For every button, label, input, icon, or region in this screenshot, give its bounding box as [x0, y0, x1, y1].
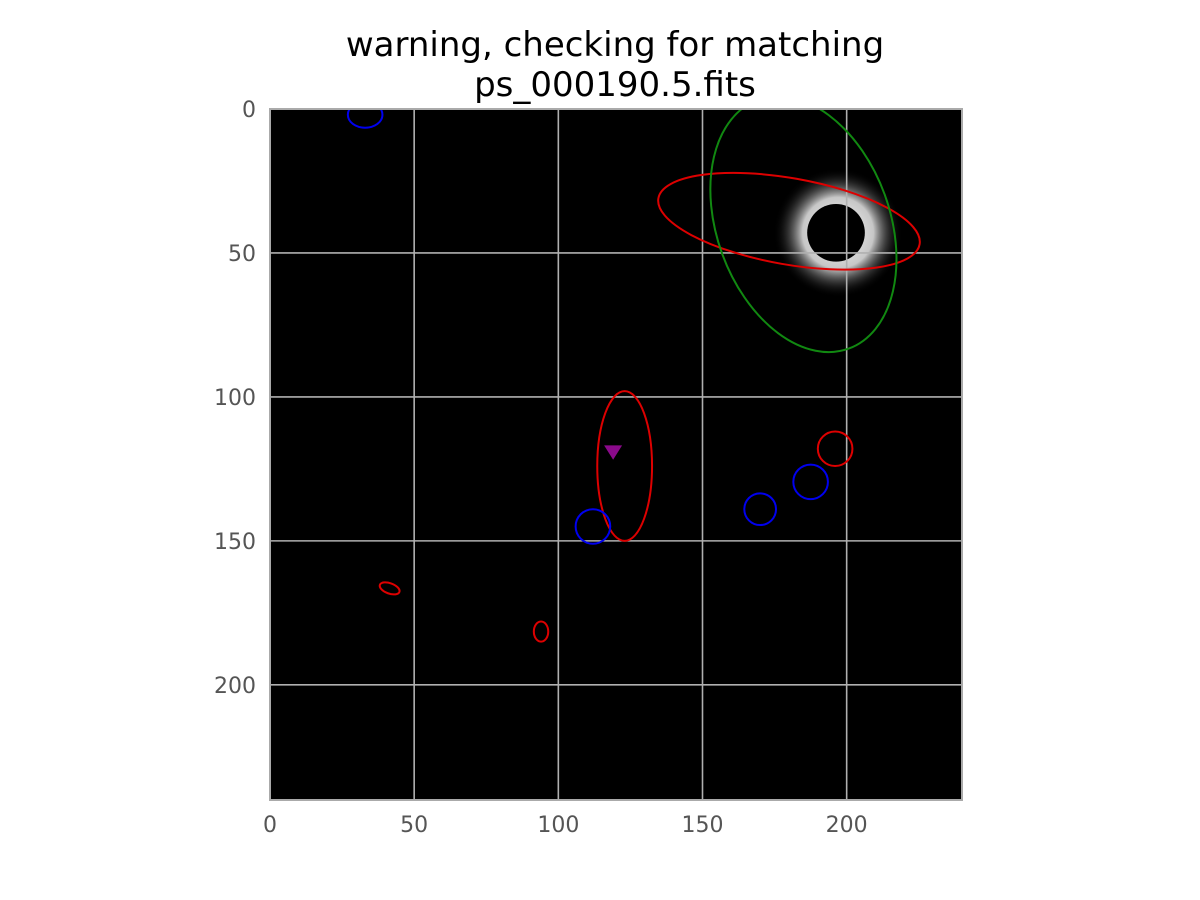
- y-tick-label: 150: [214, 530, 256, 555]
- green-ellipse: [709, 109, 898, 354]
- grid-lines: [270, 109, 962, 800]
- red-ellipse: [532, 620, 550, 643]
- red-ellipse: [596, 390, 654, 542]
- chart-title-line-2: ps_000190.5.fits: [474, 65, 756, 105]
- blue-circle: [792, 463, 829, 501]
- y-tick-label: 100: [214, 386, 256, 411]
- x-tick-label: 150: [682, 813, 724, 838]
- plot-frame: [269, 108, 963, 801]
- red-ellipse: [657, 171, 921, 271]
- x-tick-label: 200: [826, 813, 868, 838]
- blue-circle: [743, 492, 778, 527]
- x-tick-label: 100: [537, 813, 579, 838]
- y-tick-label: 0: [242, 98, 256, 123]
- x-axis-ticks: 0 50 100 150 200: [263, 813, 868, 838]
- chart-title-line-1: warning, checking for matching: [346, 25, 884, 65]
- x-tick-label: 0: [263, 813, 277, 838]
- marker-layer: [604, 445, 623, 460]
- purple-triangle-marker: [604, 445, 623, 460]
- x-tick-label: 50: [400, 813, 428, 838]
- y-tick-label: 50: [228, 242, 256, 267]
- ellipse-layer: [346, 109, 921, 643]
- blue-circle: [346, 109, 384, 129]
- y-tick-label: 200: [214, 674, 256, 699]
- red-ellipse: [816, 430, 854, 468]
- y-axis-ticks: 0 50 100 150 200: [214, 98, 256, 699]
- blue-circle: [574, 508, 612, 545]
- bright-source-core: [807, 203, 865, 262]
- red-ellipse: [378, 581, 401, 596]
